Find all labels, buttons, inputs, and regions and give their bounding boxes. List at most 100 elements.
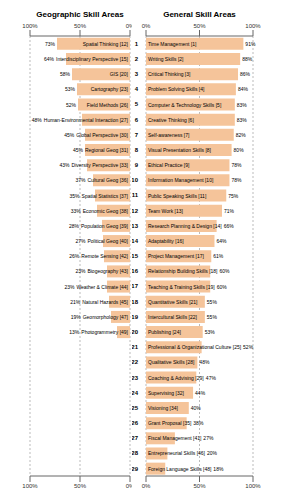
svg-text:Political Geog [40]: Political Geog [40]: [87, 238, 128, 244]
svg-text:Ethical Practice [9]: Ethical Practice [9]: [148, 162, 190, 168]
svg-text:100%: 100%: [22, 483, 38, 489]
svg-text:Professional & Organizational: Professional & Organizational Culture [2…: [148, 344, 242, 350]
svg-text:52%: 52%: [66, 102, 77, 108]
svg-text:100%: 100%: [245, 483, 261, 489]
svg-text:75%: 75%: [228, 193, 239, 199]
svg-text:9: 9: [135, 162, 139, 168]
svg-text:Natural Hazards [45]: Natural Hazards [45]: [82, 299, 128, 305]
svg-text:22: 22: [132, 359, 139, 365]
svg-text:43%: 43%: [60, 162, 71, 168]
svg-text:45%: 45%: [73, 147, 84, 153]
svg-text:50%: 50%: [193, 483, 206, 489]
svg-text:23: 23: [132, 375, 139, 381]
svg-text:29: 29: [132, 466, 139, 472]
svg-text:100%: 100%: [245, 23, 261, 29]
svg-text:13%: 13%: [69, 329, 80, 335]
svg-text:26: 26: [132, 420, 139, 426]
svg-text:60%: 60%: [219, 268, 230, 274]
svg-text:Fiscal Management [41]: Fiscal Management [41]: [148, 435, 202, 441]
svg-text:Diversity Perspective [33]: Diversity Perspective [33]: [72, 162, 129, 168]
svg-text:Global Perspective [30]: Global Perspective [30]: [76, 132, 128, 138]
svg-text:38%: 38%: [193, 420, 204, 426]
svg-text:53%: 53%: [65, 86, 76, 92]
svg-text:Visual Presentation Skills [8]: Visual Presentation Skills [8]: [148, 147, 212, 153]
svg-text:Time Management [1]: Time Management [1]: [148, 41, 197, 47]
svg-text:Cultural Geog [36]: Cultural Geog [36]: [87, 177, 128, 183]
svg-text:13: 13: [132, 223, 139, 229]
svg-text:14: 14: [132, 238, 139, 244]
svg-text:16: 16: [132, 268, 139, 274]
svg-text:82%: 82%: [236, 132, 247, 138]
svg-text:Computer & Technology Skills [: Computer & Technology Skills [5]: [148, 102, 222, 108]
svg-text:26%: 26%: [69, 253, 80, 259]
svg-text:35%: 35%: [70, 193, 81, 199]
svg-text:Self-awareness [7]: Self-awareness [7]: [148, 132, 190, 138]
svg-text:37%: 37%: [75, 177, 86, 183]
svg-text:60%: 60%: [217, 284, 228, 290]
svg-text:48%: 48%: [199, 359, 210, 365]
svg-text:Visioning [34]: Visioning [34]: [148, 405, 179, 411]
svg-text:Cartography [23]: Cartography [23]: [91, 86, 129, 92]
svg-text:0%: 0%: [126, 483, 132, 489]
svg-text:1: 1: [135, 41, 139, 47]
svg-text:40%: 40%: [191, 405, 202, 411]
svg-text:Intercultural Skills [22]: Intercultural Skills [22]: [148, 314, 198, 320]
svg-text:Foreign Language Skills [48]: Foreign Language Skills [48]: [148, 466, 212, 472]
svg-text:20%: 20%: [207, 450, 218, 456]
svg-text:Relationship Building Skills [: Relationship Building Skills [18]: [148, 268, 218, 274]
svg-text:Photogrammetry [49]: Photogrammetry [49]: [81, 329, 128, 335]
svg-text:4: 4: [135, 86, 139, 92]
svg-text:23%: 23%: [64, 284, 75, 290]
svg-text:61%: 61%: [213, 253, 224, 259]
svg-text:12: 12: [132, 208, 139, 214]
svg-text:23%: 23%: [75, 268, 86, 274]
svg-text:83%: 83%: [237, 102, 248, 108]
svg-text:Creative Thinking [6]: Creative Thinking [6]: [148, 117, 194, 123]
svg-text:84%: 84%: [238, 86, 249, 92]
svg-text:Field Methods [26]: Field Methods [26]: [87, 102, 129, 108]
svg-text:2: 2: [135, 56, 139, 62]
svg-text:7: 7: [135, 132, 139, 138]
svg-text:Human-Environmental Interactio: Human-Environmental Interaction [27]: [44, 117, 129, 123]
svg-text:25: 25: [132, 405, 139, 411]
svg-text:Quantitative Skills [21]: Quantitative Skills [21]: [148, 299, 198, 305]
svg-text:83%: 83%: [237, 117, 248, 123]
svg-text:GIS [20]: GIS [20]: [110, 71, 129, 77]
svg-text:50%: 50%: [74, 483, 87, 489]
svg-text:18%: 18%: [213, 466, 224, 472]
svg-text:Qualitative Skills [28]: Qualitative Skills [28]: [148, 359, 195, 365]
svg-text:Coaching & Advising [29]: Coaching & Advising [29]: [148, 375, 204, 381]
svg-text:20: 20: [132, 329, 139, 335]
svg-text:Research Planning & Design [14: Research Planning & Design [14]: [148, 223, 222, 229]
svg-text:Problem Solving Skills [4]: Problem Solving Skills [4]: [148, 86, 205, 92]
svg-text:Spatial Thinking [12]: Spatial Thinking [12]: [83, 41, 129, 47]
svg-text:Weather & Climate [44]: Weather & Climate [44]: [76, 284, 128, 290]
svg-text:6: 6: [135, 117, 139, 123]
svg-text:0%: 0%: [142, 23, 151, 29]
svg-text:Publishing [24]: Publishing [24]: [148, 329, 181, 335]
svg-text:80%: 80%: [234, 147, 245, 153]
svg-text:Information Management [10]: Information Management [10]: [148, 177, 214, 183]
svg-text:Interdisciplinary Perspective: Interdisciplinary Perspective [15]: [56, 56, 129, 62]
svg-text:53%: 53%: [205, 329, 216, 335]
svg-text:24: 24: [132, 390, 139, 396]
svg-text:Teaching & Training Skills [19: Teaching & Training Skills [19]: [148, 284, 215, 290]
svg-text:Supervising [32]: Supervising [32]: [148, 390, 184, 396]
svg-text:Regional Geog [31]: Regional Geog [31]: [85, 147, 129, 153]
svg-text:8: 8: [135, 147, 139, 153]
svg-text:Biogeography [43]: Biogeography [43]: [87, 268, 128, 274]
svg-text:Team Work [13]: Team Work [13]: [148, 208, 184, 214]
svg-text:Economic Geog [38]: Economic Geog [38]: [83, 208, 129, 214]
svg-text:52%: 52%: [243, 344, 254, 350]
svg-text:10: 10: [132, 177, 139, 183]
svg-text:64%: 64%: [216, 238, 227, 244]
svg-text:91%: 91%: [245, 41, 256, 47]
svg-text:71%: 71%: [224, 208, 235, 214]
svg-text:86%: 86%: [240, 71, 251, 77]
svg-text:33%: 33%: [71, 208, 82, 214]
svg-text:Grant Proposal [35]: Grant Proposal [35]: [148, 420, 192, 426]
svg-text:Adaptability [16]: Adaptability [16]: [148, 238, 184, 244]
svg-text:Population Geog [39]: Population Geog [39]: [81, 223, 129, 229]
svg-text:55%: 55%: [207, 299, 218, 305]
svg-text:17: 17: [132, 283, 139, 289]
